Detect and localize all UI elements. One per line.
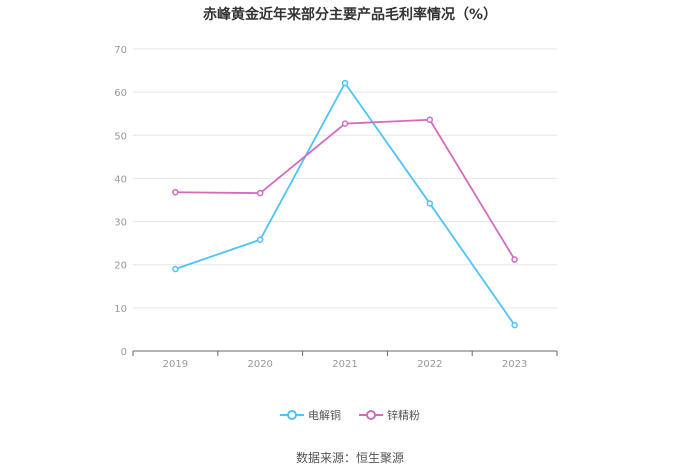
legend-label-series-0: 电解铜 [308,409,341,422]
series-lines [172,79,518,329]
legend-item-series-0[interactable]: 电解铜 [280,407,341,423]
grid-lines [133,48,557,309]
data-point-series-1 [426,116,434,124]
y-tick-label: 20 [114,261,127,272]
x-tick-label: 2022 [417,359,442,370]
x-tick-label: 2023 [502,359,527,370]
y-tick-label: 60 [114,88,127,99]
y-tick-label: 40 [114,174,127,185]
legend-label-series-1: 锌精粉 [387,409,420,422]
legend-swatch-series-1 [359,410,383,420]
x-tick-label: 2021 [332,359,357,370]
y-tick-label: 0 [121,347,127,358]
data-point-series-1 [172,188,179,196]
chart-title: 赤峰黄金近年来部分主要产品毛利率情况（%） [202,7,498,23]
legend-item-series-1[interactable]: 锌精粉 [359,407,420,423]
y-tick-label: 30 [114,218,127,229]
data-point-series-0 [256,236,264,243]
legend: 电解铜 锌精粉 [0,407,700,423]
data-point-series-1 [511,256,518,263]
data-point-series-1 [256,189,264,197]
legend-swatch-series-0 [280,410,304,420]
x-tick-label: 2019 [163,359,188,370]
data-point-series-0 [341,79,349,87]
data-point-series-1 [341,120,349,127]
series-line-1 [175,118,516,261]
series-line-0 [175,82,516,326]
y-tick-label: 50 [114,131,127,142]
y-tick-label: 70 [114,45,127,56]
axes: 0 10 20 30 40 50 60 70 2019 2020 2021 2022 2023 [114,45,558,370]
data-point-series-0 [172,265,179,273]
data-point-series-0 [426,200,434,207]
data-source: 数据来源：恒生聚源 [295,451,404,465]
data-point-series-0 [511,321,518,329]
y-tick-label: 10 [114,304,127,315]
x-tick-label: 2020 [247,359,272,370]
